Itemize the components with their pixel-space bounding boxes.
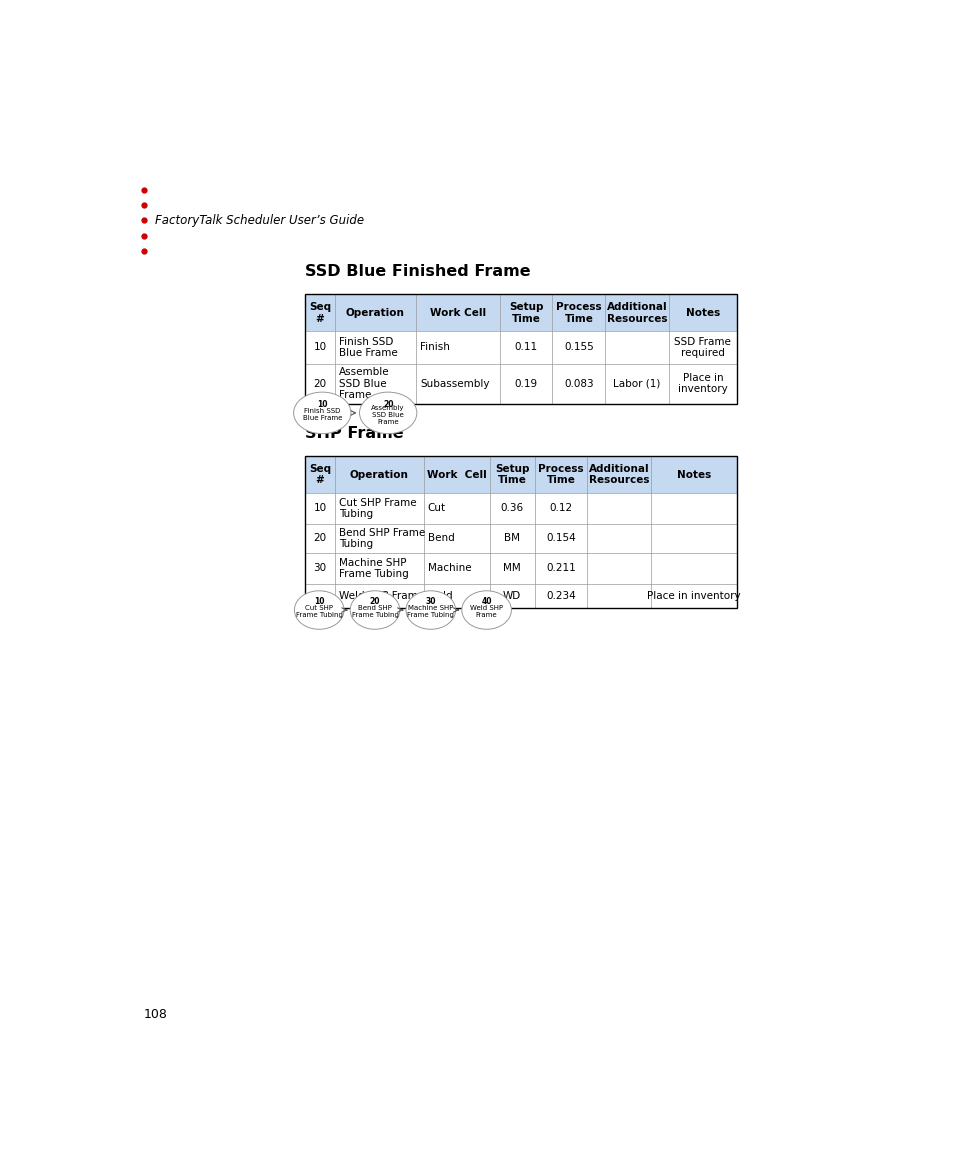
Bar [305,294,736,404]
Text: Place in inventory: Place in inventory [646,591,740,601]
Text: 0.19: 0.19 [514,379,537,388]
Text: Additional
Resources: Additional Resources [588,464,649,485]
Text: 108: 108 [144,1008,168,1021]
Text: WD: WD [502,591,520,601]
Text: Process
Time: Process Time [556,302,601,323]
Text: Seq
#: Seq # [309,302,331,323]
Text: Additional
Resources: Additional Resources [606,302,666,323]
Text: Labor (1): Labor (1) [613,379,659,388]
Text: 0.12: 0.12 [549,504,572,513]
Ellipse shape [350,591,399,629]
Text: Bend SHP
Frame Tubing: Bend SHP Frame Tubing [352,606,398,619]
Text: MM: MM [503,563,520,573]
Text: Setup
Time: Setup Time [495,464,529,485]
Text: 0.11: 0.11 [514,342,537,352]
Text: 10: 10 [314,598,324,606]
Text: SHP Frame: SHP Frame [305,426,403,441]
Text: Finish: Finish [419,342,450,352]
Text: Finish SSD
Blue Frame: Finish SSD Blue Frame [302,408,341,421]
Bar [305,456,736,493]
Text: Operation: Operation [346,308,404,317]
Text: 40: 40 [314,591,326,601]
Ellipse shape [294,591,344,629]
Text: Notes: Notes [676,470,710,479]
Text: Subassembly: Subassembly [419,379,489,388]
Text: Operation: Operation [350,470,408,479]
Text: Cut: Cut [427,504,445,513]
Text: Process
Time: Process Time [537,464,583,485]
Text: 20: 20 [370,598,380,606]
Text: SSD Frame
required: SSD Frame required [674,336,731,358]
Text: SSD Blue Finished Frame: SSD Blue Finished Frame [305,264,530,279]
Text: Notes: Notes [685,308,720,317]
Text: Machine: Machine [427,563,471,573]
Ellipse shape [406,591,456,629]
Text: Weld: Weld [427,591,453,601]
Text: 20: 20 [314,534,326,543]
Text: 0.154: 0.154 [545,534,576,543]
Text: Cut SHP
Frame Tubing: Cut SHP Frame Tubing [295,606,342,619]
Text: 10: 10 [314,504,326,513]
Text: Bend: Bend [427,534,454,543]
Text: 0.211: 0.211 [545,563,576,573]
Text: Machine SHP
Frame Tubing: Machine SHP Frame Tubing [407,606,454,619]
Ellipse shape [461,591,511,629]
Text: Weld SHP Frame: Weld SHP Frame [338,591,423,601]
Text: 30: 30 [425,598,436,606]
Bar [305,456,736,608]
Ellipse shape [359,392,416,434]
Text: 0.083: 0.083 [563,379,593,388]
Text: Weld SHP
Frame: Weld SHP Frame [470,606,502,619]
Text: 30: 30 [314,563,326,573]
Text: Seq
#: Seq # [309,464,331,485]
Text: 20: 20 [382,400,393,408]
Text: Cut SHP Frame
Tubing: Cut SHP Frame Tubing [338,498,416,519]
Text: 0.36: 0.36 [500,504,523,513]
Text: Finish SSD
Blue Frame: Finish SSD Blue Frame [338,336,396,358]
Text: Work Cell: Work Cell [430,308,485,317]
Text: Work  Cell: Work Cell [426,470,486,479]
Text: 20: 20 [314,379,326,388]
Text: Assembly
SSD Blue
Frame: Assembly SSD Blue Frame [371,405,404,424]
Ellipse shape [294,392,351,434]
Text: Place in
inventory: Place in inventory [678,373,727,394]
Text: 40: 40 [481,598,492,606]
Bar [305,294,736,331]
Text: Bend SHP Frame
Tubing: Bend SHP Frame Tubing [338,528,424,549]
Text: 0.155: 0.155 [563,342,593,352]
Text: Machine SHP
Frame Tubing: Machine SHP Frame Tubing [338,557,408,579]
Text: 0.234: 0.234 [545,591,576,601]
Text: Assemble
SSD Blue
Frame: Assemble SSD Blue Frame [338,368,389,400]
Text: FactoryTalk Scheduler User’s Guide: FactoryTalk Scheduler User’s Guide [154,214,364,227]
Text: 10: 10 [314,342,326,352]
Text: BM: BM [503,534,519,543]
Text: 10: 10 [316,400,327,408]
Text: Setup
Time: Setup Time [508,302,543,323]
